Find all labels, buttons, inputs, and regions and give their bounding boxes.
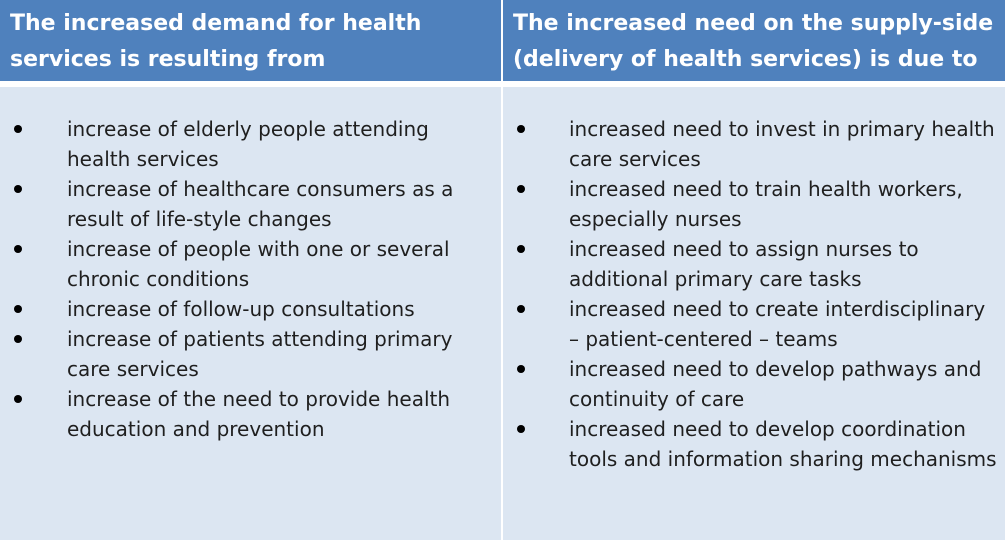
list-item: increased need to invest in primary heal…: [503, 114, 1005, 174]
list-item: increased need to create interdisciplina…: [503, 294, 1005, 354]
bullet-icon: [14, 185, 22, 193]
supply-header-text: The increased need on the supply-side (d…: [513, 11, 994, 72]
list-item: increased need to develop coordination t…: [503, 414, 1005, 474]
bullet-icon: [517, 305, 525, 313]
bullet-icon: [14, 245, 22, 253]
list-item: increase of people with one or several c…: [0, 234, 501, 294]
bullet-icon: [14, 395, 22, 403]
demand-bullet-list: increase of elderly people attending hea…: [0, 114, 501, 444]
list-item: increased need to train health workers, …: [503, 174, 1005, 234]
supply-column-header: The increased need on the supply-side (d…: [503, 0, 1005, 81]
demand-column-header: The increased demand for health services…: [0, 0, 501, 81]
list-item: increased need to assign nurses to addit…: [503, 234, 1005, 294]
bullet-icon: [517, 365, 525, 373]
bullet-icon: [14, 335, 22, 343]
bullet-icon: [517, 245, 525, 253]
list-item: increase of follow-up consultations: [0, 294, 501, 324]
demand-column-body: increase of elderly people attending hea…: [0, 87, 501, 540]
list-item: increased need to develop pathways and c…: [503, 354, 1005, 414]
bullet-icon: [14, 305, 22, 313]
demand-header-text: The increased demand for health services…: [10, 11, 422, 72]
bullet-icon: [517, 125, 525, 133]
list-item: increase of healthcare consumers as a re…: [0, 174, 501, 234]
list-item: increase of the need to provide health e…: [0, 384, 501, 444]
bullet-icon: [14, 125, 22, 133]
supply-bullet-list: increased need to invest in primary heal…: [503, 114, 1005, 474]
list-item: increase of elderly people attending hea…: [0, 114, 501, 174]
bullet-icon: [517, 425, 525, 433]
supply-column-body: increased need to invest in primary heal…: [503, 87, 1005, 540]
list-item: increase of patients attending primary c…: [0, 324, 501, 384]
bullet-icon: [517, 185, 525, 193]
